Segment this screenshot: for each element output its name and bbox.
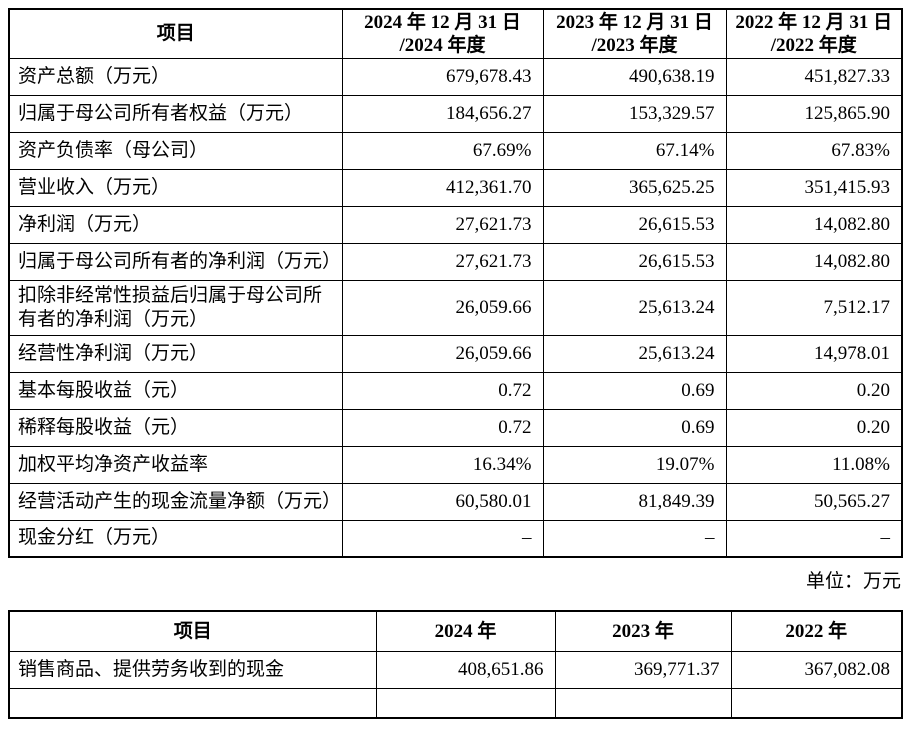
value-2024: 184,656.27 <box>341 94 544 133</box>
metric-name: 营业收入（万元） <box>8 168 343 207</box>
value-2022: 7,512.17 <box>725 279 903 336</box>
value-2023: 153,329.57 <box>542 94 727 133</box>
value-2022: 14,082.80 <box>725 242 903 281</box>
value-2022: – <box>725 519 903 558</box>
value-2022: 367,082.08 <box>730 650 903 689</box>
value-2022: 0.20 <box>725 371 903 410</box>
table-row: 扣除非经常性损益后归属于母公司所有者的净利润（万元） 26,059.66 25,… <box>8 279 903 336</box>
value-2023: 81,849.39 <box>542 482 727 521</box>
value-2024: 679,678.43 <box>341 57 544 96</box>
value-2023: 26,615.53 <box>542 242 727 281</box>
table2-header-2023: 2023 年 <box>554 610 732 652</box>
value-2022: 351,415.93 <box>725 168 903 207</box>
table2-header-row: 项目 2024 年 2023 年 2022 年 <box>8 610 903 652</box>
table-row: 经营活动产生的现金流量净额（万元） 60,580.01 81,849.39 50… <box>8 482 903 521</box>
value-2024: 67.69% <box>341 131 544 170</box>
value-2023: 67.14% <box>542 131 727 170</box>
cash-flow-table: 项目 2024 年 2023 年 2022 年 销售商品、提供劳务收到的现金 4… <box>8 610 903 719</box>
value-2022: 14,978.01 <box>725 334 903 373</box>
value-2024: 27,621.73 <box>341 242 544 281</box>
table1-header-2022: 2022 年 12 月 31 日 /2022 年度 <box>725 8 903 59</box>
table-row: 归属于母公司所有者权益（万元） 184,656.27 153,329.57 12… <box>8 94 903 133</box>
unit-label: 单位：万元 <box>805 571 901 592</box>
metric-name: 资产总额（万元） <box>8 57 343 96</box>
table-row: 归属于母公司所有者的净利润（万元） 27,621.73 26,615.53 14… <box>8 242 903 281</box>
value-2022: 50,565.27 <box>725 482 903 521</box>
value-2023: – <box>542 519 727 558</box>
value-2022: 0.20 <box>725 408 903 447</box>
page: 项目 2024 年 12 月 31 日 /2024 年度 2023 年 12 月… <box>0 8 909 719</box>
table2-header-2024: 2024 年 <box>375 610 556 652</box>
table-row: 资产负债率（母公司） 67.69% 67.14% 67.83% <box>8 131 903 170</box>
value-2022: 11.08% <box>725 445 903 484</box>
value-2023: 25,613.24 <box>542 334 727 373</box>
value-2024: 0.72 <box>341 371 544 410</box>
value-2023: 19.07% <box>542 445 727 484</box>
value-2024: 16.34% <box>341 445 544 484</box>
table2-header-2022: 2022 年 <box>730 610 903 652</box>
table-row: 基本每股收益（元） 0.72 0.69 0.20 <box>8 371 903 410</box>
metric-name: 经营性净利润（万元） <box>8 334 343 373</box>
value-2024: 0.72 <box>341 408 544 447</box>
value-2024: 412,361.70 <box>341 168 544 207</box>
value-2023: 369,771.37 <box>554 650 732 689</box>
value-2022 <box>730 687 903 719</box>
value-2023: 26,615.53 <box>542 205 727 244</box>
metric-name <box>8 687 377 719</box>
metric-name: 加权平均净资产收益率 <box>8 445 343 484</box>
value-2023: 0.69 <box>542 408 727 447</box>
value-2022: 14,082.80 <box>725 205 903 244</box>
value-2024: – <box>341 519 544 558</box>
table-row: 加权平均净资产收益率 16.34% 19.07% 11.08% <box>8 445 903 484</box>
table-row: 营业收入（万元） 412,361.70 365,625.25 351,415.9… <box>8 168 903 207</box>
metric-name: 现金分红（万元） <box>8 519 343 558</box>
table-row: 稀释每股收益（元） 0.72 0.69 0.20 <box>8 408 903 447</box>
value-2023: 365,625.25 <box>542 168 727 207</box>
financial-summary-table: 项目 2024 年 12 月 31 日 /2024 年度 2023 年 12 月… <box>8 8 903 558</box>
metric-name: 稀释每股收益（元） <box>8 408 343 447</box>
value-2023: 490,638.19 <box>542 57 727 96</box>
table-row: 资产总额（万元） 679,678.43 490,638.19 451,827.3… <box>8 57 903 96</box>
value-2024: 408,651.86 <box>375 650 556 689</box>
value-2024: 60,580.01 <box>341 482 544 521</box>
value-2023: 0.69 <box>542 371 727 410</box>
value-2022: 125,865.90 <box>725 94 903 133</box>
metric-name: 扣除非经常性损益后归属于母公司所有者的净利润（万元） <box>8 279 343 336</box>
value-2023 <box>554 687 732 719</box>
metric-name: 归属于母公司所有者的净利润（万元） <box>8 242 343 281</box>
metric-name: 归属于母公司所有者权益（万元） <box>8 94 343 133</box>
metric-name: 销售商品、提供劳务收到的现金 <box>8 650 377 689</box>
table1-header-item: 项目 <box>8 8 343 59</box>
table-row: 净利润（万元） 27,621.73 26,615.53 14,082.80 <box>8 205 903 244</box>
metric-name: 经营活动产生的现金流量净额（万元） <box>8 482 343 521</box>
value-2024: 26,059.66 <box>341 334 544 373</box>
table1-header-row: 项目 2024 年 12 月 31 日 /2024 年度 2023 年 12 月… <box>8 8 903 59</box>
value-2023: 25,613.24 <box>542 279 727 336</box>
table2-header-item: 项目 <box>8 610 377 652</box>
metric-name: 基本每股收益（元） <box>8 371 343 410</box>
value-2024: 26,059.66 <box>341 279 544 336</box>
table-row-partial <box>8 687 903 719</box>
table1-header-2024: 2024 年 12 月 31 日 /2024 年度 <box>341 8 544 59</box>
metric-name: 资产负债率（母公司） <box>8 131 343 170</box>
value-2022: 67.83% <box>725 131 903 170</box>
table-row: 现金分红（万元） – – – <box>8 519 903 558</box>
table-row: 销售商品、提供劳务收到的现金 408,651.86 369,771.37 367… <box>8 650 903 689</box>
table1-header-2023: 2023 年 12 月 31 日 /2023 年度 <box>542 8 727 59</box>
table-row: 经营性净利润（万元） 26,059.66 25,613.24 14,978.01 <box>8 334 903 373</box>
value-2024: 27,621.73 <box>341 205 544 244</box>
value-2022: 451,827.33 <box>725 57 903 96</box>
metric-name: 净利润（万元） <box>8 205 343 244</box>
value-2024 <box>375 687 556 719</box>
